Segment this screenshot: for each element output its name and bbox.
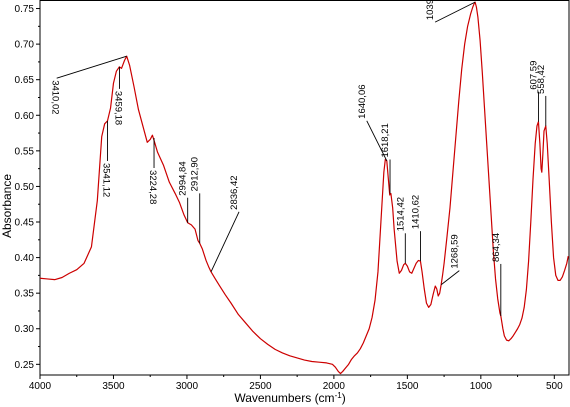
peak-label: 3459,18: [112, 91, 123, 125]
y-axis-title: Absorbance: [0, 174, 14, 238]
y-axis-ticks: 0.25 0.30 0.35 0.40 0.45 0.50 0.55 0.60 0.65 0.70…: [15, 4, 40, 371]
x-tick-label: 4000: [29, 381, 52, 392]
spectrum-line: [39, 1, 569, 375]
x-tick-label: 1000: [470, 381, 493, 392]
peak-leader-line: [56, 55, 127, 79]
x-axis-ticks: 4000 3500 3000 2500 2000 1500 1000 500: [29, 375, 563, 392]
peak-leader-line: [210, 211, 240, 273]
x-tick-label: 3500: [102, 381, 125, 392]
y-tick-label: 0.25: [15, 360, 35, 371]
peak-label: 3224,28: [147, 170, 158, 204]
y-tick-label: 0.40: [15, 253, 35, 264]
x-tick-label: 2000: [323, 381, 346, 392]
peak-label: 1514,42: [395, 197, 406, 231]
y-tick-label: 0.75: [15, 4, 35, 15]
plot-border: [39, 0, 570, 376]
peak-label: 864,34: [491, 233, 502, 262]
peak-label: 1640,06: [357, 84, 368, 118]
peak-label: 3410,02: [50, 80, 61, 114]
peak-label: 2912,90: [190, 157, 201, 191]
peak-label: 558,42: [536, 65, 547, 94]
y-tick-label: 0.50: [15, 182, 35, 193]
y-tick-label: 0.60: [15, 111, 35, 122]
peak-label: 607,59: [528, 61, 539, 90]
x-tick-label: 3000: [176, 381, 199, 392]
y-tick-label: 0.55: [15, 146, 35, 157]
peak-leader-line: [434, 1, 476, 23]
peak-labels-layer: 3410,02 3541,12 3459,18 3224,28 2994,84 2912,…: [50, 0, 547, 316]
peak-label: 2836,42: [229, 175, 240, 209]
peak-label: 1410,62: [410, 195, 421, 229]
peak-label: 3541,12: [100, 163, 111, 197]
peak-leader-line: [366, 120, 388, 162]
peak-label: 1268,59: [449, 234, 460, 268]
y-tick-label: 0.30: [15, 324, 35, 335]
y-tick-label: 0.35: [15, 289, 35, 300]
peak-label: 1618,21: [380, 123, 391, 157]
x-tick-label: 500: [546, 381, 563, 392]
peak-leader-line: [441, 270, 460, 285]
series-layer: [39, 1, 569, 375]
x-axis-title: Wavenumbers (cm-1): [234, 391, 345, 406]
y-tick-label: 0.45: [15, 218, 35, 229]
peak-label: 1039,15: [425, 0, 436, 20]
x-tick-label: 2500: [249, 381, 272, 392]
x-tick-label: 1500: [396, 381, 419, 392]
plot-frame: [39, 0, 570, 376]
peak-label: 2994,84: [178, 161, 189, 195]
y-tick-label: 0.65: [15, 75, 35, 86]
y-tick-label: 0.70: [15, 40, 35, 51]
